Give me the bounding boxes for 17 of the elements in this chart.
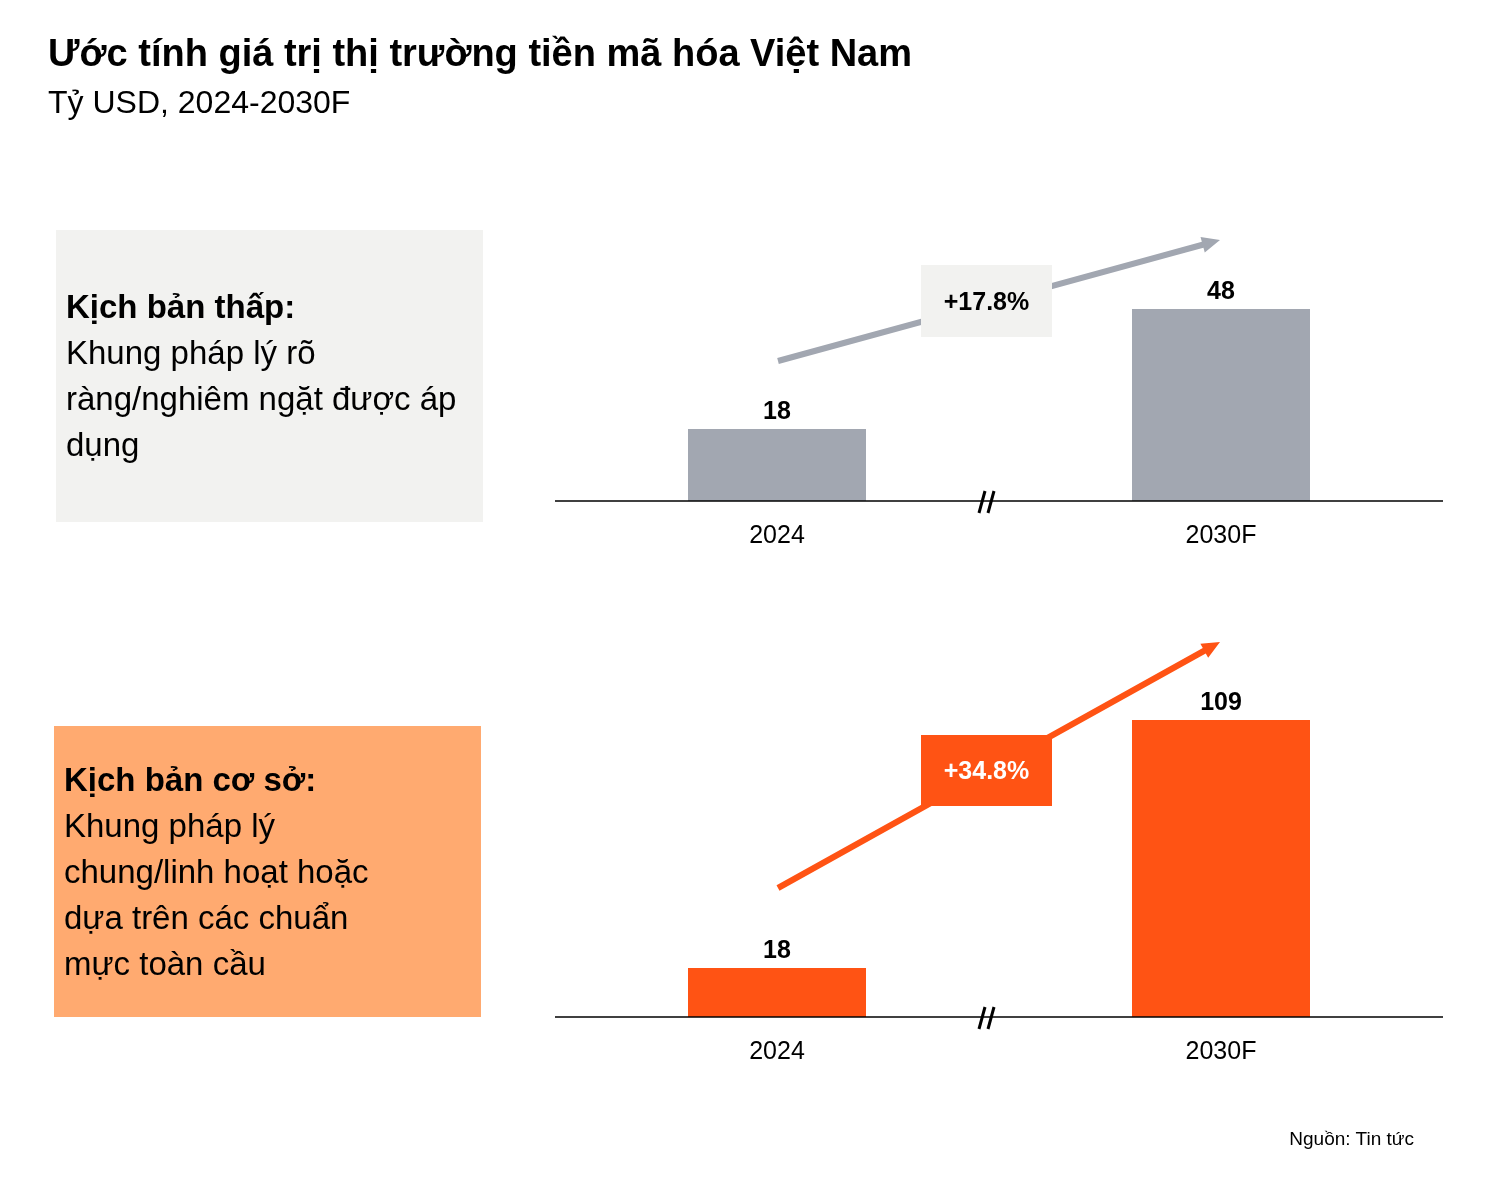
text: Nguồn: Tin tức bbox=[1289, 1128, 1414, 1150]
annotation: +17.8% bbox=[921, 265, 1052, 337]
data-label: 48 bbox=[1207, 276, 1235, 304]
text: Tỷ USD, 2024-2030F bbox=[48, 84, 351, 121]
x-tick-label: 2024 bbox=[749, 519, 805, 548]
text: Ước tính giá trị thị trường tiền mã hóa Việt Nam bbox=[48, 32, 913, 75]
x-tick-label: 2030F bbox=[1185, 519, 1257, 548]
data-label: 109 bbox=[1200, 687, 1242, 716]
x-tick-label: 2030F bbox=[1185, 1035, 1257, 1064]
text: Kịch bản thấp: bbox=[66, 287, 297, 327]
annotation: +34.8% bbox=[921, 735, 1052, 806]
data-label: 18 bbox=[763, 396, 791, 424]
text: Khung pháp lý chung/linh hoạt hoặc dựa trên các chuẩn mực toàn cầu bbox=[64, 805, 370, 984]
text: Kịch bản cơ sở: bbox=[64, 759, 318, 800]
text: Khung pháp lý rõ ràng/nghiêm ngặt được áp dụng bbox=[66, 333, 458, 465]
x-tick-label: 2024 bbox=[749, 1035, 805, 1064]
data-label: 18 bbox=[763, 934, 791, 963]
